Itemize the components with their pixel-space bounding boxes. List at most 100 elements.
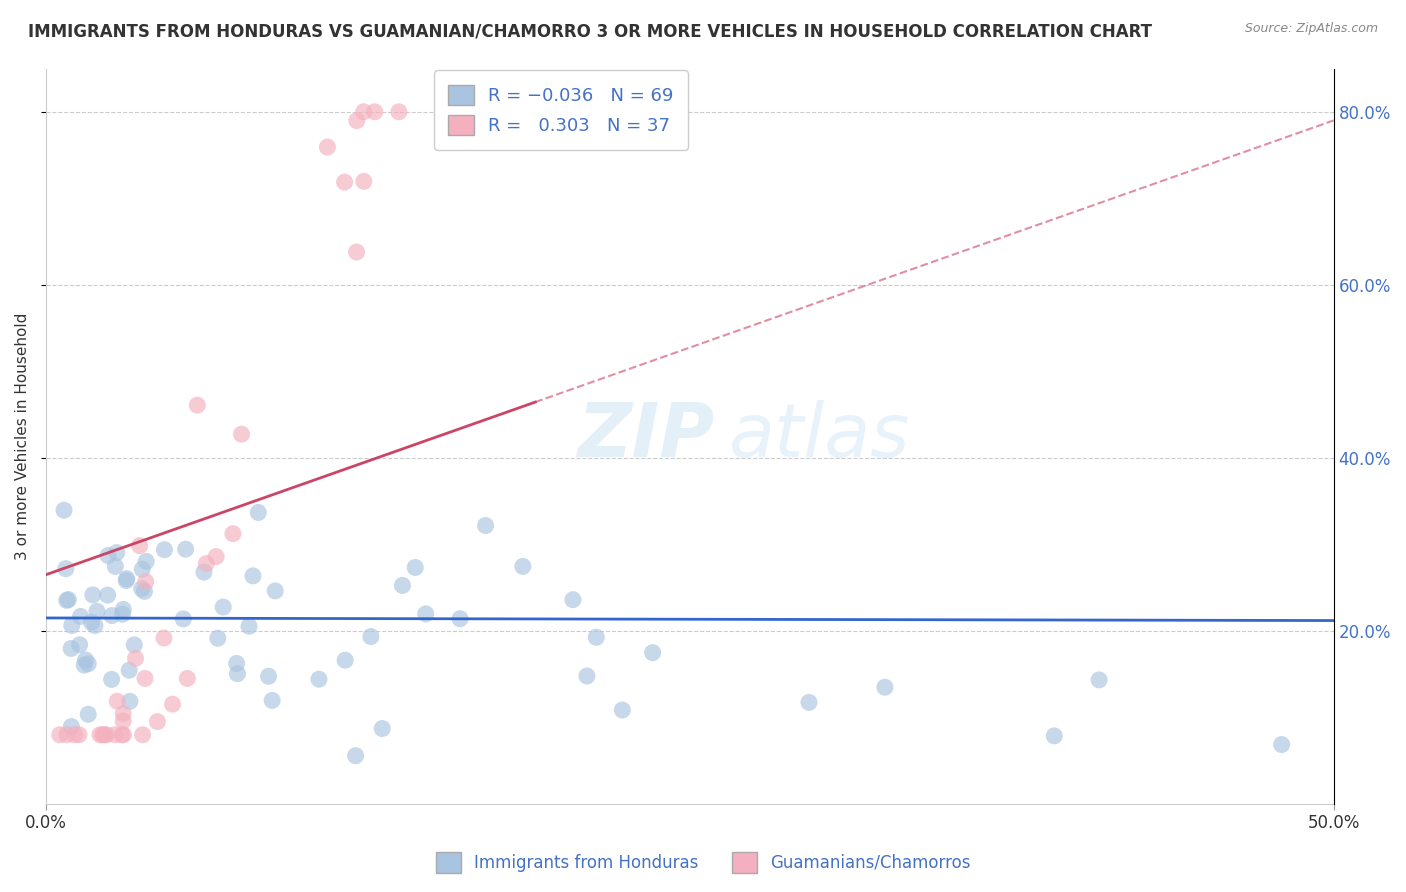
Y-axis label: 3 or more Vehicles in Household: 3 or more Vehicles in Household [15, 312, 30, 560]
Point [353, 104, 375, 119]
Point [1271, 738, 1294, 752]
Point [97, 549, 120, 563]
Point [172, 612, 194, 626]
Point [222, 526, 245, 541]
Point [146, 714, 169, 729]
Point [404, 560, 426, 574]
Point [238, 619, 260, 633]
Point [231, 427, 253, 442]
Point [115, 572, 138, 586]
Point [873, 680, 896, 694]
Point [195, 557, 218, 571]
Point [1043, 729, 1066, 743]
Point [316, 140, 339, 154]
Point [353, 174, 375, 188]
Text: Source: ZipAtlas.com: Source: ZipAtlas.com [1244, 22, 1378, 36]
Point [176, 672, 198, 686]
Point [585, 630, 607, 644]
Point [100, 673, 122, 687]
Point [112, 728, 135, 742]
Point [104, 559, 127, 574]
Point [77, 657, 100, 671]
Point [207, 632, 229, 646]
Point [186, 398, 208, 412]
Point [193, 565, 215, 579]
Point [262, 693, 284, 707]
Point [388, 104, 411, 119]
Point [128, 539, 150, 553]
Point [55, 562, 77, 576]
Point [449, 612, 471, 626]
Point [122, 638, 145, 652]
Point [512, 559, 534, 574]
Point [131, 562, 153, 576]
Point [344, 748, 367, 763]
Point [124, 651, 146, 665]
Point [131, 728, 153, 742]
Point [371, 722, 394, 736]
Point [212, 600, 235, 615]
Point [257, 669, 280, 683]
Point [135, 574, 157, 589]
Point [247, 506, 270, 520]
Point [575, 669, 598, 683]
Point [134, 672, 156, 686]
Point [112, 602, 135, 616]
Point [112, 714, 135, 728]
Point [363, 104, 385, 119]
Point [242, 569, 264, 583]
Point [162, 697, 184, 711]
Text: IMMIGRANTS FROM HONDURAS VS GUAMANIAN/CHAMORRO 3 OR MORE VEHICLES IN HOUSEHOLD C: IMMIGRANTS FROM HONDURAS VS GUAMANIAN/CH… [28, 22, 1152, 40]
Point [82, 588, 104, 602]
Point [205, 549, 228, 564]
Point [391, 578, 413, 592]
Point [264, 583, 287, 598]
Point [308, 672, 330, 686]
Point [67, 728, 90, 742]
Point [60, 720, 83, 734]
Point [346, 113, 368, 128]
Point [73, 658, 96, 673]
Point [60, 618, 83, 632]
Point [75, 653, 97, 667]
Point [93, 728, 115, 742]
Point [131, 582, 153, 596]
Point [53, 503, 76, 517]
Point [111, 607, 134, 622]
Point [135, 554, 157, 568]
Point [69, 638, 91, 652]
Point [346, 245, 368, 260]
Point [58, 592, 80, 607]
Point [91, 728, 114, 742]
Point [105, 546, 128, 560]
Point [153, 542, 176, 557]
Point [96, 728, 118, 742]
Point [77, 707, 100, 722]
Point [174, 542, 197, 557]
Point [226, 666, 249, 681]
Point [48, 728, 70, 742]
Point [115, 574, 138, 588]
Point [101, 608, 124, 623]
Point [97, 588, 120, 602]
Point [55, 593, 77, 607]
Point [333, 653, 356, 667]
Point [63, 728, 86, 742]
Point [612, 703, 634, 717]
Point [111, 728, 134, 742]
Point [118, 694, 141, 708]
Point [104, 728, 127, 742]
Point [56, 728, 79, 742]
Point [797, 695, 820, 709]
Point [84, 618, 107, 632]
Point [134, 584, 156, 599]
Text: ZIP: ZIP [578, 400, 716, 473]
Text: atlas: atlas [728, 401, 910, 472]
Point [1088, 673, 1111, 687]
Point [69, 609, 91, 624]
Point [415, 607, 437, 621]
Point [519, 104, 541, 119]
Point [360, 630, 382, 644]
Legend: Immigrants from Honduras, Guamanians/Chamorros: Immigrants from Honduras, Guamanians/Cha… [429, 846, 977, 880]
Point [86, 604, 108, 618]
